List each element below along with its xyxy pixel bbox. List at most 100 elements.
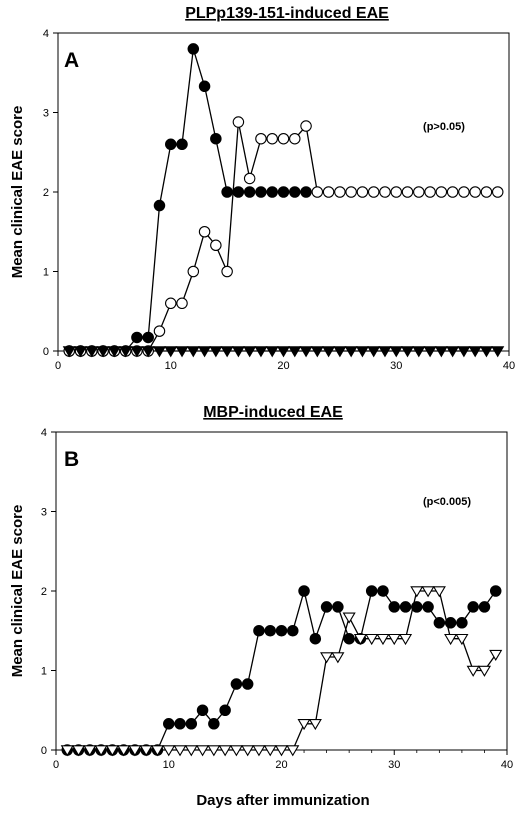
panel-b-series-2-point [71, 745, 86, 757]
panel-a-series-3-point [254, 346, 268, 358]
panel-a-series-2-point [232, 116, 245, 128]
panel-b-series-1-point [174, 718, 186, 730]
panel-b-series-2-point [150, 745, 165, 757]
panel-a-series-3-point [96, 346, 110, 358]
panel-b-y-tick-label: 1 [41, 666, 47, 678]
panel-b: MBP-induced EAE B (p<0.005) Mean clinica… [9, 404, 513, 771]
panel-a-series-2-point [300, 120, 312, 132]
panel-a-series-3-point [491, 346, 505, 358]
panel-b-x-tick-label: 0 [53, 759, 59, 771]
panel-b-series-2-point [466, 665, 480, 677]
panel-a-series-2-point [390, 186, 402, 198]
panel-a-series-2-point [311, 186, 324, 198]
panel-b-series-1-point [230, 678, 243, 690]
panel-a-series-1-point [142, 331, 154, 344]
panel-b-series-2-point [353, 633, 367, 646]
panel-a-series-2-point [266, 132, 278, 145]
panel-b-series-2-point [83, 745, 97, 757]
panel-b-series-2-point [184, 745, 198, 757]
panel-b-series-1-point [399, 601, 412, 613]
panel-a-series-1-point [165, 138, 177, 151]
panel-a-series-3-point [152, 346, 167, 358]
panel-a-series-2-point [458, 186, 470, 198]
panel-b-series-2-point [455, 633, 469, 646]
panel-a-series-2-point [435, 186, 448, 198]
panel-b-annotation: (p<0.005) [423, 496, 471, 508]
panel-a-title: PLPp139-151-induced EAE [185, 5, 389, 22]
panel-b-series-2-point [105, 745, 119, 757]
panel-b-series-2-point [376, 633, 390, 646]
panel-b-series-1-point [377, 585, 389, 597]
panel-a-series-1-point [153, 199, 166, 212]
panel-a-y-tick-label: 2 [43, 187, 49, 199]
panel-b-series-2-point [218, 745, 232, 757]
panel-a-series-3-point [220, 346, 234, 358]
panel-a-series-2-point [187, 265, 200, 278]
panel-a-y-tick-label: 3 [43, 108, 49, 120]
panel-a-series-1-point [221, 186, 233, 198]
panel-a-series-3-point [446, 346, 460, 358]
panel-a-series-3-point [288, 346, 302, 358]
panel-a-series-3-point [468, 346, 482, 358]
panel-b-series-2-point [320, 652, 334, 664]
panel-b-x-tick-label: 20 [275, 759, 287, 771]
panel-b-series-2-point [263, 745, 277, 757]
panel-b-series-2-point [286, 745, 300, 757]
panel-b-series-1-line [67, 588, 497, 751]
panel-b-series-2-point [128, 745, 142, 757]
panel-a-series-1-point [289, 186, 301, 198]
panel-a-series-3-point [119, 346, 133, 358]
panel-a-series-3-point [310, 346, 324, 358]
panel-b-series-1-point [411, 601, 423, 613]
panel-b-series-2-point [139, 745, 153, 757]
panel-a-series-1-point [187, 43, 200, 55]
panel-a-series-2-point [379, 186, 391, 198]
panel-a-series-3-point [299, 346, 313, 358]
panel-a-series-3-point [378, 346, 392, 358]
panel-a-series-2-point [367, 186, 380, 198]
panel-b-marks [60, 585, 503, 757]
panel-a-series-2-point [401, 186, 414, 198]
panel-b-series-2-point [489, 649, 503, 662]
panel-a-series-3-point [62, 346, 76, 358]
panel-a-y-tick-label: 1 [43, 267, 49, 279]
panel-b-series-1-point [365, 585, 378, 597]
panel-b-series-2-point [477, 665, 492, 677]
panel-a-series-2-point [289, 132, 301, 145]
panel-a-series-1-point [300, 186, 312, 198]
panel-b-series-2-point [117, 745, 131, 757]
panel-a: PLPp139-151-induced EAE A (p>0.05) Mean … [9, 5, 515, 372]
panel-a-series-3-point [164, 346, 178, 358]
panel-b-series-1-point [208, 718, 220, 730]
panel-b-series-1-point [478, 601, 491, 613]
panel-b-series-2-point [60, 745, 74, 757]
panel-b-series-1-point [422, 601, 434, 613]
panel-b-series-2-point [207, 745, 221, 757]
panel-a-series-1-point [243, 186, 256, 198]
panel-b-series-2-point [342, 612, 356, 624]
panel-b-series-1-point [275, 624, 288, 637]
panel-b-y-tick-label: 3 [41, 507, 47, 519]
panel-b-series-1-point [253, 624, 265, 637]
panel-a-series-2-point [165, 297, 177, 310]
panel-b-series-1-point [196, 704, 209, 716]
panel-a-series-3-point [243, 346, 257, 358]
panel-a-series-1-point [266, 186, 278, 198]
panel-b-series-1-point [185, 718, 198, 730]
panel-b-series-1-point [287, 624, 299, 637]
panel-b-y-axis-label: Mean clinical EAE score [9, 505, 26, 678]
panel-a-series-1-point [277, 186, 290, 198]
panel-a-series-2-point [255, 132, 267, 145]
panel-a-series-3-point [367, 346, 381, 358]
panel-b-series-2-point [410, 586, 424, 598]
panel-b-series-2-point [421, 586, 435, 598]
panel-a-series-1-point [232, 186, 245, 198]
panel-a-series-3-point [344, 346, 358, 358]
panel-a-series-2-point [153, 325, 166, 337]
panel-b-x-tick-label: 10 [163, 759, 175, 771]
panel-a-series-2-point [210, 239, 222, 252]
panel-a-series-3-point [130, 346, 144, 358]
panel-a-series-2-point [345, 186, 357, 198]
panel-b-series-1-point [467, 601, 479, 613]
